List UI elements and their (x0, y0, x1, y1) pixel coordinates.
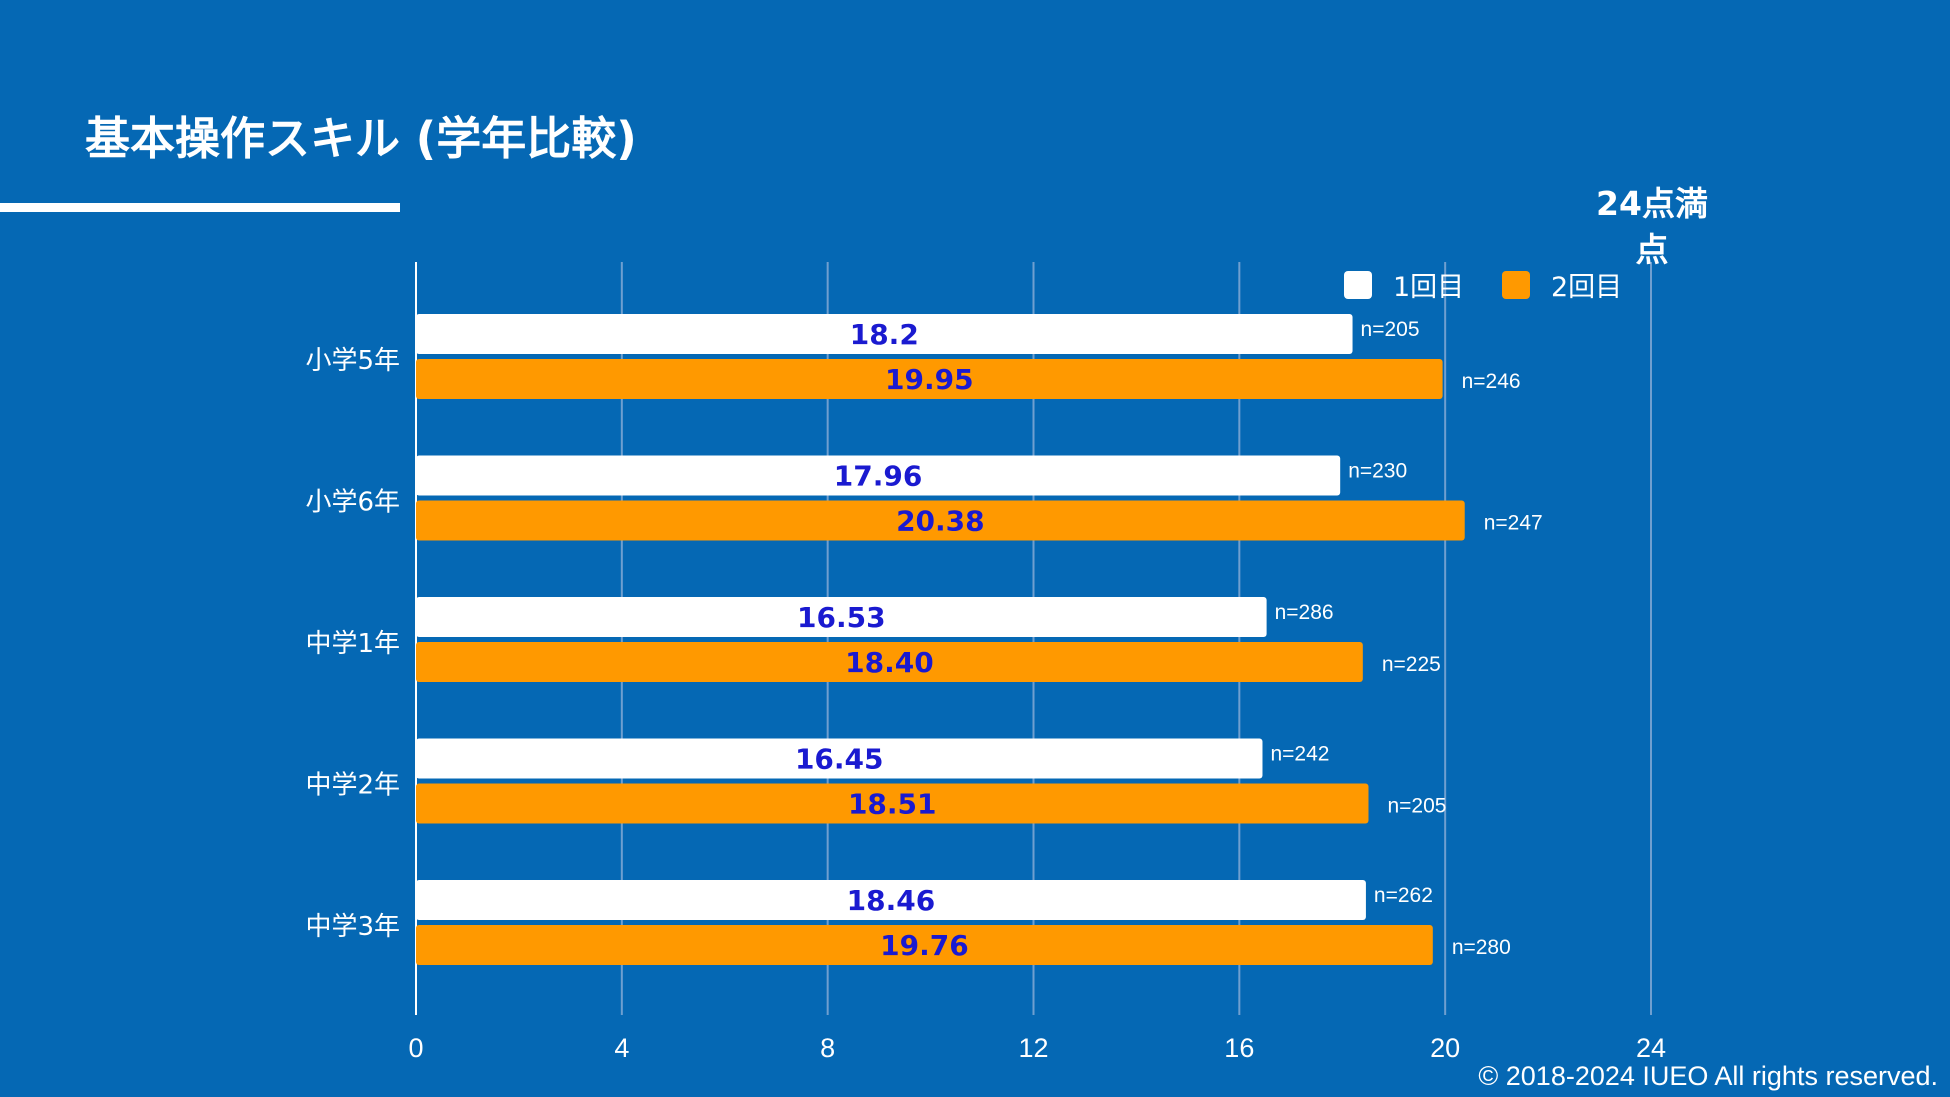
legend: 1回目 2回目 (1344, 271, 1622, 303)
category-label: 小学6年 (305, 488, 400, 518)
n-label: n=246 (1462, 370, 1521, 393)
title-underline (0, 203, 400, 212)
bar-1-5 (416, 880, 1366, 920)
n-label: n=230 (1348, 460, 1407, 483)
n-label: n=242 (1270, 743, 1329, 766)
bars (416, 314, 1465, 965)
n-label: n=205 (1387, 795, 1446, 818)
bar-2-3 (416, 642, 1363, 682)
n-label: n=205 (1361, 318, 1420, 341)
annotation-line-2: 点 (1636, 230, 1669, 269)
x-tick-label: 16 (1224, 1033, 1254, 1063)
category-label: 中学2年 (305, 771, 400, 801)
page-title: 基本操作スキル (学年比較) (85, 112, 637, 165)
x-tick-label: 8 (820, 1033, 835, 1063)
value-label: 16.45 (795, 743, 884, 776)
n-label: n=262 (1374, 884, 1433, 907)
bar-1-4 (416, 738, 1263, 779)
bar-1-1 (416, 314, 1353, 354)
value-label: 16.53 (797, 601, 886, 634)
value-label: 18.40 (845, 646, 934, 679)
annotation-line-1: 24点満 (1596, 184, 1708, 223)
value-label: 17.96 (834, 460, 923, 493)
n-label: n=286 (1275, 601, 1334, 624)
value-label: 18.2 (850, 318, 919, 351)
bar-2-2 (416, 500, 1465, 541)
bar-2-4 (416, 783, 1369, 824)
legend-swatch-2 (1502, 271, 1530, 299)
bar-2-5 (416, 925, 1433, 965)
x-tick-label: 20 (1430, 1033, 1460, 1063)
legend-label-1: 1回目 (1393, 272, 1464, 303)
category-label: 中学1年 (305, 629, 400, 659)
x-tick-label: 24 (1636, 1033, 1666, 1063)
x-tick-label: 4 (614, 1033, 629, 1063)
x-axis-tick-labels: 0 4 8 12 16 20 24 (408, 1033, 1666, 1063)
bar-1-3 (416, 597, 1267, 637)
n-label: n=225 (1382, 653, 1441, 676)
n-label: n=247 (1484, 512, 1543, 535)
legend-label-2: 2回目 (1551, 272, 1622, 303)
value-label: 18.46 (847, 884, 936, 917)
value-label: 18.51 (848, 788, 937, 821)
category-label: 小学5年 (305, 346, 400, 376)
x-tick-label: 0 (408, 1033, 423, 1063)
data-labels: 18.2 n=205 19.95 n=246 17.96 n=230 20.38 n=247 1… (795, 318, 1543, 962)
legend-swatch-1 (1344, 271, 1372, 299)
n-label: n=280 (1452, 936, 1511, 959)
category-label: 中学3年 (305, 912, 400, 942)
bar-2-1 (416, 359, 1443, 399)
bar-1-2 (416, 455, 1341, 496)
copyright-notice: © 2018-2024 IUEO All rights reserved. (1478, 1061, 1938, 1091)
value-label: 19.76 (880, 929, 969, 962)
value-label: 20.38 (896, 505, 985, 538)
x-tick-label: 12 (1018, 1033, 1048, 1063)
value-label: 19.95 (885, 363, 974, 396)
